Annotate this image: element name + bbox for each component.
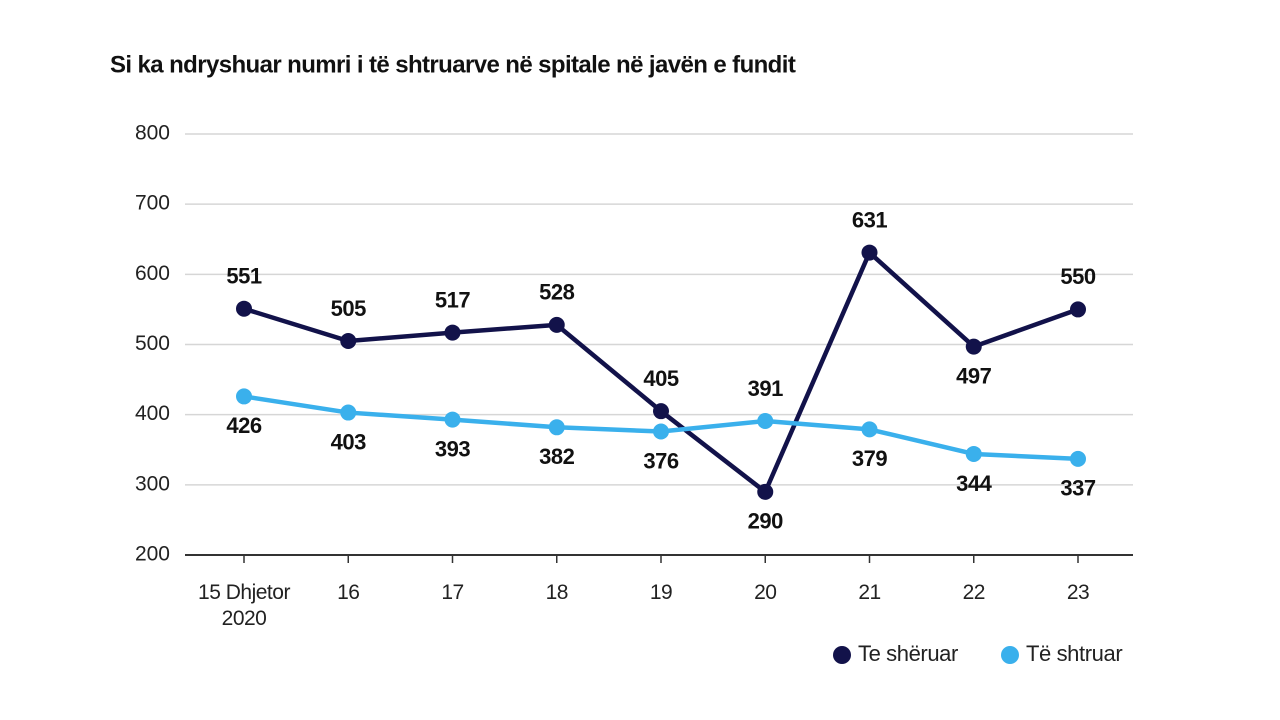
data-point: [548, 419, 565, 436]
y-tick-label: 400: [135, 402, 170, 425]
x-tick-label: 17: [441, 581, 464, 604]
data-label: 344: [956, 471, 992, 496]
x-tick-label: 23: [1066, 581, 1090, 604]
y-tick-label: 200: [135, 543, 170, 566]
data-label: 391: [748, 376, 783, 401]
data-point: [757, 483, 774, 500]
data-point: [653, 403, 669, 420]
y-tick-label: 300: [135, 472, 170, 495]
legend-marker: [1001, 646, 1019, 664]
x-tick-label: 20: [754, 581, 777, 604]
x-tick-label: 22: [962, 581, 986, 604]
data-point: [444, 411, 461, 428]
data-label: 551: [226, 264, 261, 289]
data-label: 379: [852, 446, 887, 471]
data-point: [340, 332, 357, 349]
data-point: [548, 316, 565, 333]
data-label: 337: [1060, 476, 1095, 501]
data-point: [236, 388, 252, 405]
data-label: 382: [539, 444, 574, 469]
data-label: 290: [748, 509, 783, 534]
data-point: [861, 421, 878, 438]
legend-label: Te shëruar: [858, 641, 958, 666]
data-point: [444, 324, 461, 341]
x-tick-label: 19: [649, 581, 673, 604]
x-tick-label: 18: [545, 581, 569, 604]
data-label: 403: [331, 429, 366, 454]
y-tick-label: 600: [135, 262, 170, 285]
data-point: [757, 412, 774, 429]
data-point: [861, 244, 878, 261]
data-point: [653, 423, 669, 440]
data-point: [1070, 450, 1086, 467]
y-tick-label: 500: [135, 332, 170, 355]
y-tick-label: 700: [135, 192, 170, 215]
data-label: 528: [539, 280, 574, 305]
y-tick-label: 800: [135, 122, 170, 145]
data-label: 631: [852, 207, 887, 232]
x-tick-label: 15 Dhjetor 2020: [198, 581, 290, 630]
data-label: 376: [643, 448, 678, 473]
data-point: [1070, 301, 1086, 318]
legend-marker: [833, 646, 851, 664]
chart-title: Si ka ndryshuar numri i të shtruarve në …: [110, 51, 796, 78]
x-tick-label: 16: [337, 581, 360, 604]
data-label: 405: [643, 366, 678, 391]
data-label: 517: [435, 287, 470, 312]
data-label: 550: [1060, 264, 1095, 289]
data-point: [340, 404, 357, 421]
x-tick-label: 21: [858, 581, 881, 604]
legend-label: Të shtruar: [1026, 641, 1122, 666]
data-point: [236, 300, 252, 317]
data-label: 426: [226, 413, 261, 438]
data-point: [965, 445, 982, 462]
data-label: 505: [331, 296, 366, 321]
data-point: [965, 338, 982, 355]
data-label: 497: [956, 363, 991, 388]
data-label: 393: [435, 436, 470, 461]
